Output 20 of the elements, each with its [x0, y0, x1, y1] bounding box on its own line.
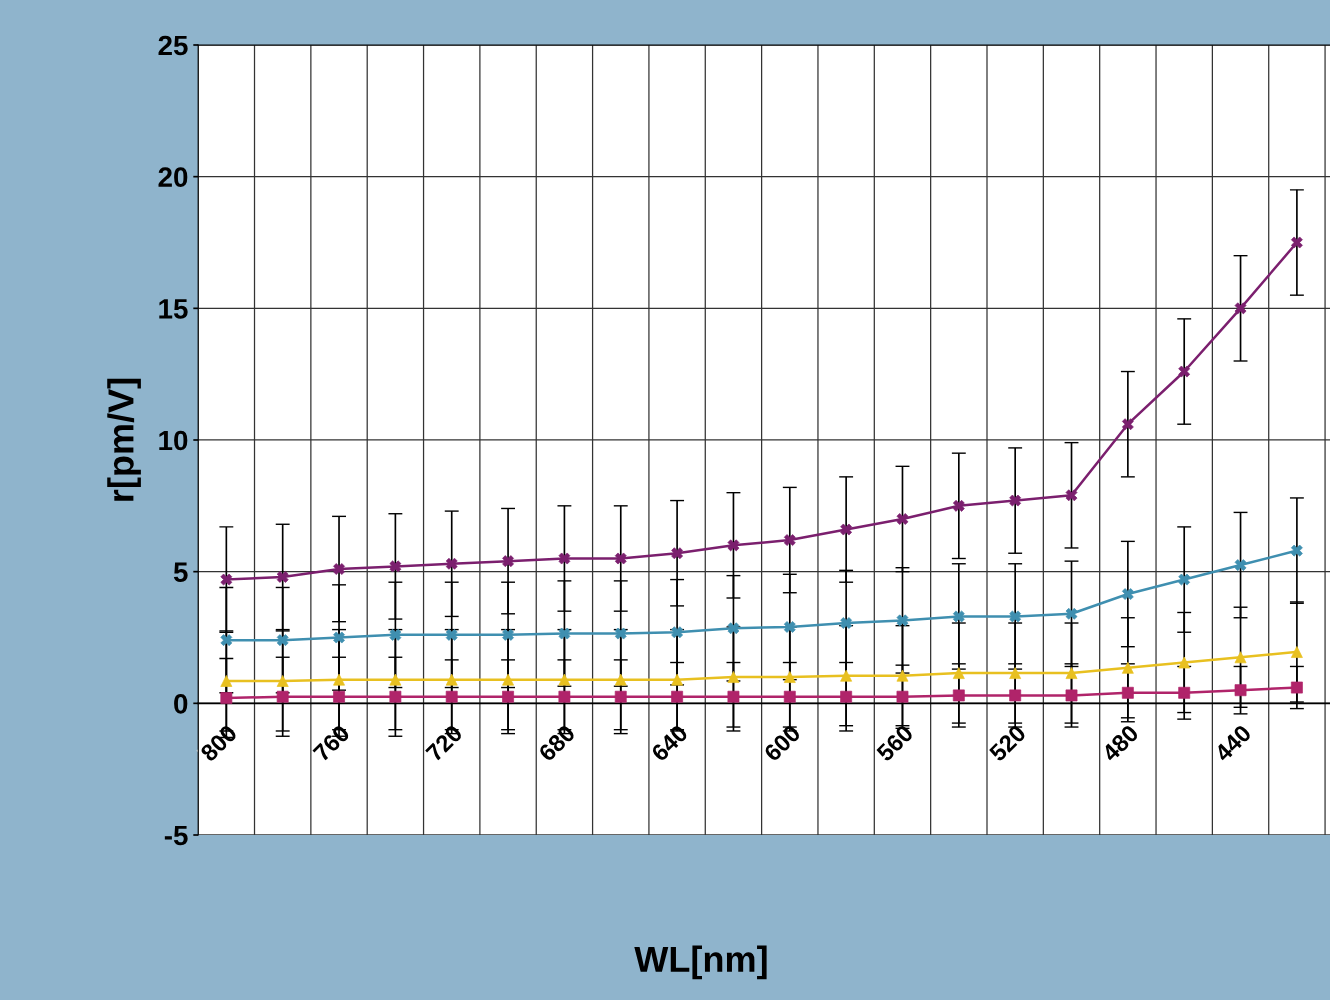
x-axis-title: WL[nm] — [634, 945, 767, 980]
y-tick-label: -5 — [164, 825, 188, 846]
x-tick-label: 560 — [875, 723, 915, 763]
y-tick-label: 10 — [159, 430, 188, 451]
y-tick-label: 25 — [158, 35, 188, 56]
x-tick-label: 800 — [199, 723, 238, 763]
x-tick-label: 440 — [1213, 723, 1253, 763]
point — [333, 690, 345, 703]
y-tick-label: 15 — [159, 299, 188, 319]
x-tick-label: 520 — [988, 723, 1027, 763]
point — [1065, 667, 1078, 679]
x-tick-label: 680 — [537, 723, 576, 763]
x-tick-label: 600 — [762, 723, 802, 763]
x-tick-label: 760 — [312, 723, 351, 763]
y-axis-title: r[pm/V] — [107, 378, 141, 501]
y-tick-label: 20 — [158, 167, 188, 188]
y-tick-label: 0 — [174, 694, 188, 714]
y-tick-label: 5 — [173, 562, 188, 583]
x-tick-label: 640 — [650, 723, 689, 763]
x-tick-label: 480 — [1100, 723, 1140, 763]
